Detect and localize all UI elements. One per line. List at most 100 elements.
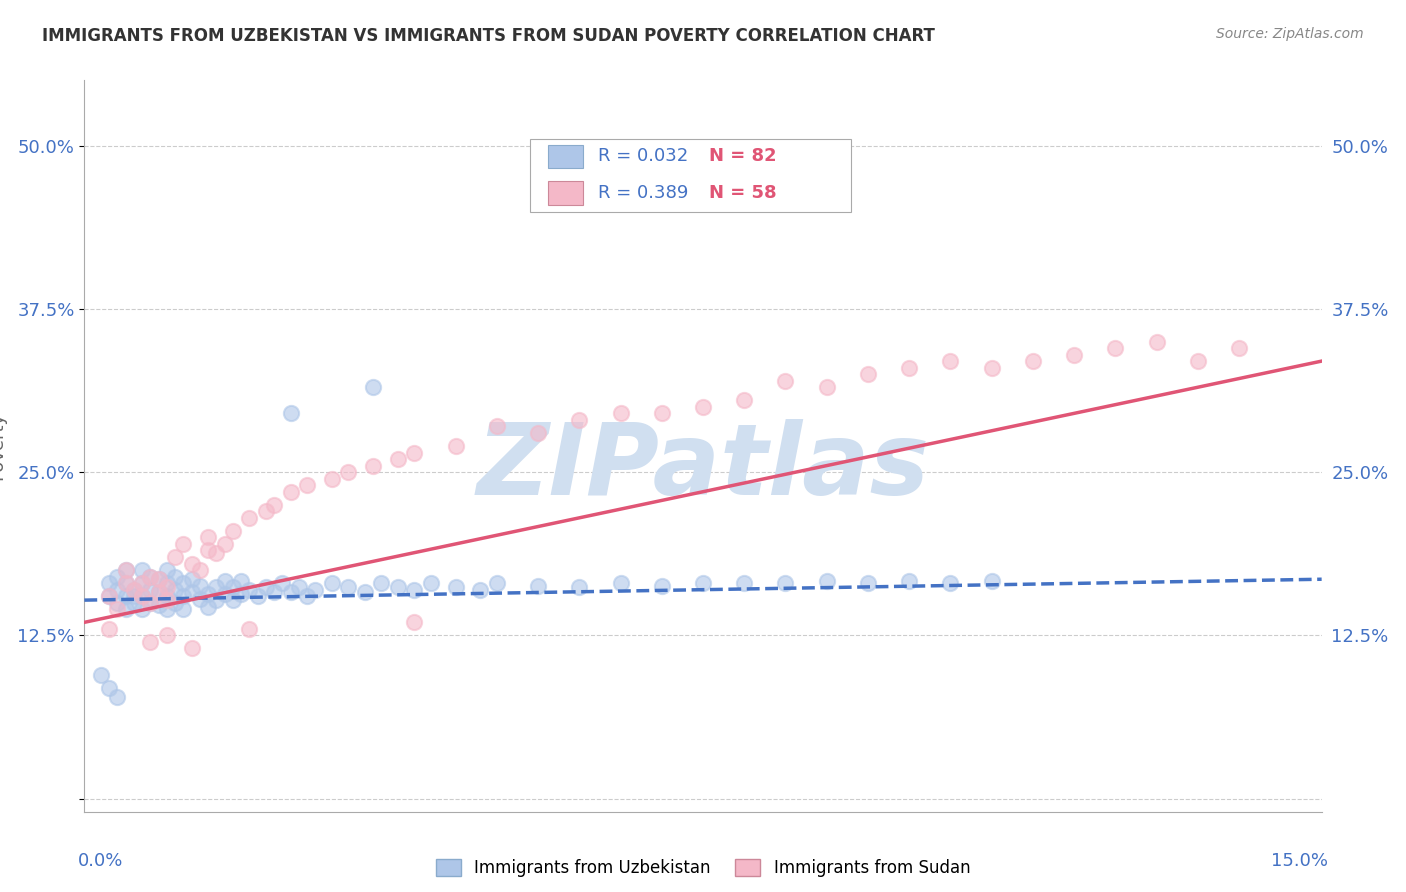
Point [98,589,121,603]
Point [980,360,1002,375]
Point [131,589,153,603]
Point [651,406,673,420]
Point [114,576,136,591]
Point [263,585,285,599]
Point [271,576,294,591]
Point [180,572,202,586]
Y-axis label: Poverty: Poverty [0,412,6,480]
FancyBboxPatch shape [530,139,852,212]
Legend: Immigrants from Uzbekistan, Immigrants from Sudan: Immigrants from Uzbekistan, Immigrants f… [429,852,977,884]
Point [156,580,179,594]
Point [222,580,245,594]
Point [105,569,128,583]
Point [288,580,311,594]
Point [205,580,228,594]
Point [172,589,194,603]
Point [180,557,202,571]
Point [122,589,145,603]
Point [114,563,136,577]
Text: R = 0.032: R = 0.032 [598,147,688,165]
Point [156,602,179,616]
Point [90,667,112,681]
Point [361,458,384,473]
Point [609,576,631,591]
Point [280,484,302,499]
Point [238,582,260,597]
Point [222,524,245,538]
Point [387,452,409,467]
Point [246,589,269,603]
Point [214,574,236,588]
Point [280,585,302,599]
Point [321,472,343,486]
Point [148,599,170,613]
Point [939,354,962,368]
Point [105,690,128,704]
Point [254,504,277,518]
Point [156,563,179,577]
Point [485,576,508,591]
Point [980,574,1002,588]
Point [165,596,187,610]
Point [180,641,202,656]
Point [197,543,219,558]
Point [361,380,384,394]
Point [1022,354,1045,368]
Point [131,576,153,591]
Point [404,615,426,630]
Point [148,585,170,599]
Point [98,681,121,695]
Point [122,582,145,597]
Point [156,593,179,607]
Point [222,593,245,607]
Point [775,576,797,591]
Text: N = 82: N = 82 [709,147,776,165]
Point [692,400,714,414]
Point [98,576,121,591]
Point [139,569,162,583]
Text: 0.0%: 0.0% [79,852,124,870]
Point [1104,341,1126,355]
Point [197,599,219,614]
Point [353,585,375,599]
Point [568,580,591,594]
Point [692,576,714,591]
Point [856,367,879,381]
Point [165,569,187,583]
Text: IMMIGRANTS FROM UZBEKISTAN VS IMMIGRANTS FROM SUDAN POVERTY CORRELATION CHART: IMMIGRANTS FROM UZBEKISTAN VS IMMIGRANTS… [42,27,935,45]
Point [139,582,162,597]
Point [114,589,136,603]
Text: N = 58: N = 58 [709,184,776,202]
Point [733,393,755,408]
Text: Source: ZipAtlas.com: Source: ZipAtlas.com [1216,27,1364,41]
Point [404,445,426,459]
Point [304,582,326,597]
Point [898,574,921,588]
Point [139,569,162,583]
Point [337,465,360,479]
Point [238,622,260,636]
Point [1146,334,1168,349]
Point [98,589,121,603]
Point [404,582,426,597]
Point [387,580,409,594]
Point [1227,341,1250,355]
Point [139,596,162,610]
Point [214,586,236,600]
Point [214,537,236,551]
Point [527,425,550,440]
Point [197,530,219,544]
Point [939,576,962,591]
Point [180,585,202,599]
Point [815,380,838,394]
Point [105,602,128,616]
Point [172,602,194,616]
Text: R = 0.389: R = 0.389 [598,184,688,202]
Point [229,574,252,588]
Point [98,622,121,636]
Point [131,576,153,591]
Point [148,585,170,599]
Point [188,579,211,593]
Point [156,576,179,591]
Point [295,589,318,603]
